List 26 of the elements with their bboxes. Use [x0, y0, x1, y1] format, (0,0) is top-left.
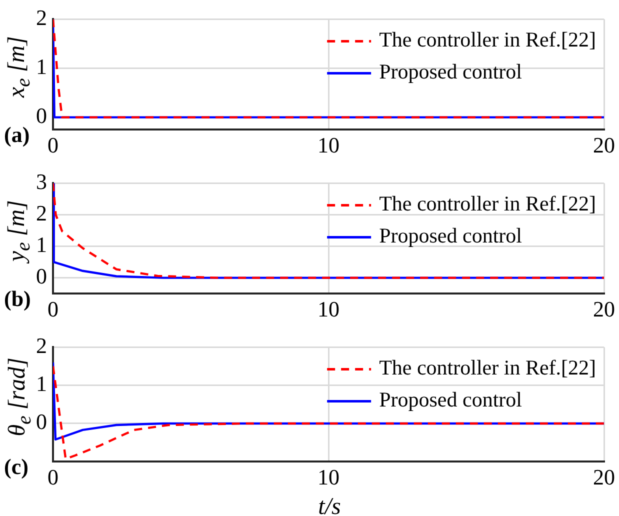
y-tick-label: 3	[36, 168, 47, 194]
legend-label: The controller in Ref.[22]	[379, 192, 596, 216]
y-tick-label: 2	[36, 4, 47, 30]
y-tick-label: 1	[36, 232, 47, 258]
x-tick-label: 20	[593, 464, 615, 490]
y-tick-label: 0	[36, 409, 47, 434]
legend-label: Proposed control	[379, 388, 522, 412]
x-tick-label: 10	[318, 464, 340, 490]
legend-label: Proposed control	[379, 60, 522, 84]
y-tick-label: 0	[36, 103, 47, 128]
text: (b)	[4, 286, 31, 312]
x-axis-title: t/s	[317, 494, 342, 516]
legend-label: The controller in Ref.[22]	[379, 28, 596, 52]
x-tick-label: 20	[593, 132, 615, 158]
y-tick-label: 1	[36, 371, 47, 396]
y-tick-label: 1	[36, 54, 47, 80]
x-tick-label: 10	[318, 296, 340, 322]
x-tick-label: 20	[593, 296, 615, 322]
y-tick-label: 0	[36, 264, 47, 289]
text: (c)	[4, 454, 28, 480]
text: (a)	[4, 122, 30, 148]
y-tick-label: 2	[36, 200, 47, 226]
legend-label: Proposed control	[379, 224, 522, 248]
x-tick-label: 10	[318, 132, 340, 158]
y-tick-label: 2	[36, 332, 47, 358]
legend-label: The controller in Ref.[22]	[379, 356, 596, 380]
